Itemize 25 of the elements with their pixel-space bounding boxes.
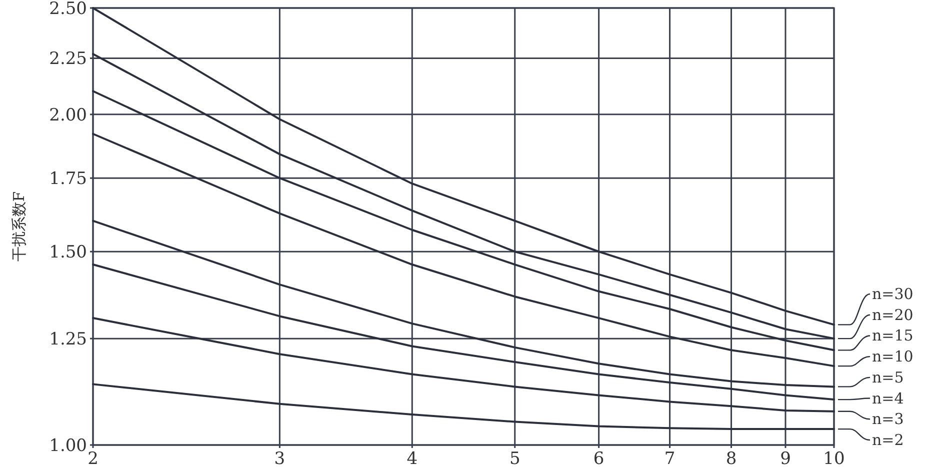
x-tick-label: 7 (664, 449, 676, 467)
x-tick-label: 8 (726, 449, 737, 467)
y-tick-label: 2.25 (49, 49, 87, 70)
legend-label: n=4 (872, 389, 904, 408)
legend-label: n=10 (872, 348, 914, 366)
text: n=30 (872, 285, 914, 303)
x-tick-label: 9 (780, 449, 791, 467)
y-tick-label: 2.00 (49, 105, 87, 126)
y-axis-title: 干扰系数F (10, 191, 28, 262)
legend-label: n=3 (872, 410, 904, 428)
y-tick-label: 1.25 (49, 330, 87, 350)
x-tick-label: 10 (823, 449, 845, 467)
x-tick-label: 4 (406, 449, 418, 467)
x-tick-label: 5 (509, 449, 520, 467)
y-tick-label: 1.50 (49, 242, 87, 263)
x-tick-label: 2 (88, 449, 98, 467)
x-tick-label: 6 (593, 449, 604, 467)
legend-label: n=15 (872, 326, 914, 345)
legend-label: n=2 (872, 431, 904, 449)
x-tick-label: 3 (274, 449, 286, 467)
y-tick-label: 1.00 (49, 436, 87, 456)
y-tick-label: 1.75 (49, 169, 87, 190)
y-tick-label: 2.50 (49, 0, 87, 19)
legend-label: n=5 (872, 368, 904, 386)
text: n=20 (872, 306, 914, 324)
